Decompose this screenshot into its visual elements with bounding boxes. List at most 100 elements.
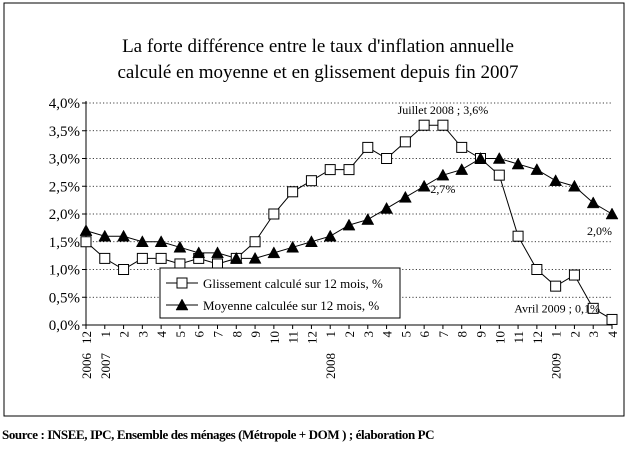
x-tick-label: 2: [342, 331, 357, 338]
y-tick-label: 4,0%: [49, 96, 80, 112]
legend: Glissement calculé sur 12 mois, % Moyenne…: [159, 267, 401, 319]
annotation-label: 2,7%: [430, 182, 455, 196]
x-tick-label: 4: [154, 331, 169, 338]
annotation-label: 2,0%: [587, 224, 612, 238]
series-point: [417, 179, 431, 192]
series-point: [267, 246, 281, 259]
y-tick-label: 1,5%: [49, 235, 80, 251]
series-point: [455, 163, 469, 175]
series-point: [436, 168, 450, 181]
series-point: [418, 119, 430, 131]
series-point: [118, 264, 130, 275]
series-point: [399, 136, 411, 148]
y-tick-label: 3,5%: [49, 124, 80, 140]
series-point: [606, 313, 618, 325]
series-point: [98, 229, 112, 242]
series-point: [154, 235, 168, 247]
series-point: [456, 141, 468, 153]
series-point: [136, 252, 148, 264]
series-point: [174, 258, 186, 270]
series-point: [99, 252, 111, 264]
x-tick-label: 2: [567, 331, 582, 338]
chart-svg: La forte différence entre le taux d'infl…: [3, 2, 625, 417]
x-tick-year-label: 2008: [323, 353, 338, 379]
x-tick-year-label: 2006: [79, 353, 94, 380]
x-tick-label: 4: [605, 331, 620, 338]
legend-items: Glissement calculé sur 12 mois, % Moyenne…: [166, 276, 383, 313]
legend-label: Moyenne calculée sur 12 mois, %: [203, 298, 379, 313]
chart-title-line-2: calculé en moyenne et en glissement depu…: [118, 62, 519, 83]
series-point: [380, 201, 393, 214]
x-tick-label: 12: [79, 331, 94, 344]
series-point: [175, 298, 189, 311]
chart-border: [3, 2, 625, 417]
series-layer: [79, 119, 619, 325]
x-tick-label: 9: [248, 331, 263, 338]
x-tick-label: 3: [135, 331, 150, 338]
series-point: [268, 208, 280, 220]
series-point: [135, 235, 149, 247]
y-tick-label: 1,0%: [49, 263, 80, 279]
x-tick-label: 7: [436, 331, 451, 338]
series-point: [530, 163, 544, 175]
series-point: [474, 151, 487, 164]
series-point: [568, 179, 581, 192]
series-point: [343, 164, 355, 176]
series-point: [176, 277, 188, 289]
x-tick-year-label: 2007: [98, 353, 113, 380]
series-point: [587, 302, 599, 314]
y-tick-label: 3,0%: [49, 152, 80, 168]
series-point: [324, 164, 336, 176]
x-tick-label: 4: [380, 331, 395, 338]
chart: La forte différence entre le taux d'infl…: [3, 2, 625, 417]
series-point: [155, 252, 167, 264]
series-point: [229, 251, 243, 264]
series-point: [586, 196, 600, 209]
x-tick-label: 10: [492, 331, 507, 344]
x-tick-label: 5: [173, 331, 188, 338]
series-point: [511, 157, 525, 170]
series-point: [512, 230, 524, 242]
x-tick-label: 5: [398, 331, 413, 338]
series-point: [117, 229, 130, 242]
x-tick-label: 10: [267, 331, 282, 344]
series-point: [531, 264, 543, 275]
x-tick-label: 1: [323, 331, 338, 338]
x-tick-label: 12: [530, 331, 545, 344]
legend-box: [159, 267, 401, 319]
annotation-label: Avril 2009 ; 0,1%: [514, 301, 600, 315]
series-point: [550, 280, 562, 292]
annotation-layer: Juillet 2008 ; 3,6% 2,7% 2,0% Avril 2009 ; …: [398, 103, 612, 315]
series-point: [362, 141, 374, 153]
x-tick-label: 8: [455, 331, 470, 338]
series-point: [437, 119, 449, 131]
series-point: [211, 246, 224, 259]
x-tick-label: 6: [417, 331, 432, 338]
series-point: [305, 175, 317, 187]
chart-title-line-1: La forte différence entre le taux d'infl…: [122, 36, 514, 57]
series-point: [305, 235, 318, 247]
series-point: [323, 229, 337, 242]
series-point: [212, 258, 223, 270]
x-tick-label: 12: [304, 331, 319, 344]
series-point: [79, 224, 93, 236]
series-point: [173, 240, 187, 253]
series-point: [342, 218, 356, 231]
series-point: [287, 186, 299, 198]
y-tick-label: 0,0%: [49, 318, 80, 334]
series-point: [248, 251, 262, 264]
legend-label: Glissement calculé sur 12 mois, %: [203, 276, 383, 291]
series-point: [286, 240, 300, 253]
x-tick-label: 3: [361, 331, 376, 338]
series-point: [493, 169, 505, 181]
x-tick-label: 6: [192, 331, 207, 338]
series-point: [398, 190, 412, 203]
axis-layer: 0,0%0,5%1,0%1,5%2,0%2,5%3,0%3,5%4,0%1220…: [49, 96, 620, 379]
x-tick-label: 11: [511, 331, 526, 344]
series-point: [568, 269, 580, 281]
y-tick-label: 0,5%: [49, 290, 80, 306]
series-point: [605, 207, 619, 220]
x-tick-label: 1: [549, 331, 564, 338]
x-tick-label: 3: [586, 331, 601, 338]
y-tick-label: 2,0%: [49, 207, 80, 223]
